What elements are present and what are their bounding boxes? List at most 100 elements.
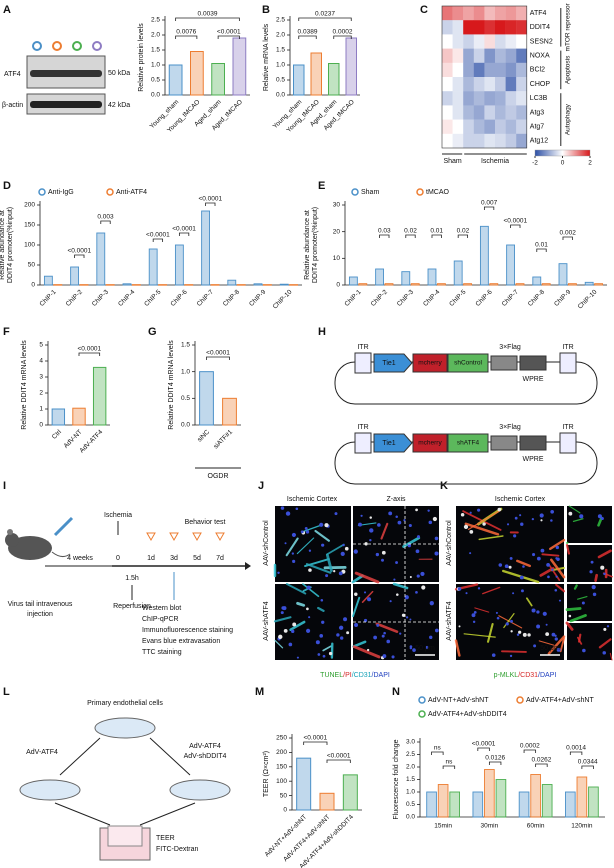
dish [169,779,231,801]
y-tick-label: 0 [283,807,287,814]
bar [222,397,237,426]
legend-label: AdV-ATF4+AdV-shNT [526,697,594,704]
heatmap-cell [442,133,453,149]
bar [449,791,460,818]
panel-label: H [318,326,326,338]
y-axis-label: DDIT4 promoter(%input) [7,207,14,283]
reperfusion: Reperfusion [113,603,151,610]
nucleus-signal [469,511,472,514]
timeline: 4 weeks Virus tail intravenous injection… [5,512,251,656]
nucleus-signal [306,628,311,633]
day-label: 7d [216,555,224,562]
nucleus-signal [280,506,285,510]
sig-label: 0.002 [560,230,577,237]
vessel-signal [289,620,306,631]
vector-part: Tie1 [382,440,395,447]
sig-bracket [152,238,164,242]
bar [232,37,247,96]
scale-label: 50 μm [415,645,435,652]
vessel-signal [273,616,292,623]
bar [532,276,542,286]
nucleus-signal [603,627,607,631]
heatmap-cell [463,48,474,63]
assay: Western blot [142,605,181,612]
sig-bracket [431,751,444,755]
heatmap-cell [516,62,527,78]
sig-label: ns [434,745,442,752]
nucleus-signal [551,568,554,572]
static-layer: A B C D E F G H I J K L M N ATF4 β-actin… [2,4,598,861]
row-header: AAV-shATF4 [446,601,453,641]
nucleus-signal [506,523,510,526]
micrograph [567,506,612,543]
x-tick-label: ChIP-10 [272,288,294,310]
y-axis-label: Relative DDIT4 mRNA levels [168,340,175,430]
legend-label: Sham [361,189,379,196]
bar [310,52,322,96]
vessel-signal [526,597,533,607]
heatmap-cell [442,105,453,120]
sig-label: <0.0001 [503,218,527,225]
sig-bracket [298,35,317,39]
bar [437,283,446,286]
y-tick-label: 0.5 [276,77,285,84]
sig-label: <0.0001 [198,196,222,203]
nucleus-signal [495,611,498,614]
nucleus-signal [520,522,524,526]
micrograph [567,545,612,582]
bar [384,283,394,286]
y-tick-label: 0 [31,282,35,289]
assay: ChIP-qPCR [142,616,179,623]
heatmap-cell [484,62,496,78]
panel-label: D [3,180,11,192]
nucleus-signal [334,512,338,516]
legend-label: Anti-ATF4 [116,189,147,196]
legend-marker [38,188,46,196]
colorbar-label: -2 [532,160,538,167]
y-tick-label: 0.0 [276,92,285,99]
nucleus-signal [527,633,531,637]
nucleus-signal [516,633,520,636]
nucleus-signal [458,625,461,628]
day-label: 5d [193,555,201,562]
nucleus-signal [336,633,340,637]
bar [426,791,437,818]
panel-label: K [440,480,448,492]
heatmap-cell [442,91,453,106]
bar [437,784,449,818]
bar [495,779,507,818]
heatmap-cell [473,6,485,21]
vessel-signal [486,622,494,643]
injection: injection [27,611,53,618]
y-tick-label: 1.5 [276,47,285,54]
nucleus-signal [375,552,380,557]
heatmap-cell [442,20,453,35]
sig-bracket [298,17,352,21]
x-tick-label: ChIP-7 [501,288,521,308]
nucleus-signal [291,532,297,537]
nucleus-signal [321,620,325,624]
vessel-signal [326,543,345,556]
y-tick-label: 2.0 [151,32,160,39]
nucleus-signal [555,575,558,578]
bar [72,407,86,426]
nucleus-signal [389,600,392,603]
nucleus-signal [582,648,586,653]
vessel-signal [538,640,555,646]
bar [210,284,220,286]
row-header: AAV-shATF4 [263,601,270,641]
mouse-ear [7,529,13,535]
nucleus-signal [321,543,325,547]
bar [484,769,495,818]
itr-box [559,432,577,454]
nucleus-signal [497,507,502,512]
nucleus-signal [354,592,358,596]
nucleus-signal [409,646,413,650]
vessel-signal [598,638,612,649]
heatmap-cell [495,91,506,106]
panel-label: L [3,686,10,698]
x-tick-label: ChIP-4 [422,288,442,308]
sig-label: 0.0389 [298,29,318,36]
nucleus-signal [412,648,416,652]
heatmap-cell [473,48,485,63]
